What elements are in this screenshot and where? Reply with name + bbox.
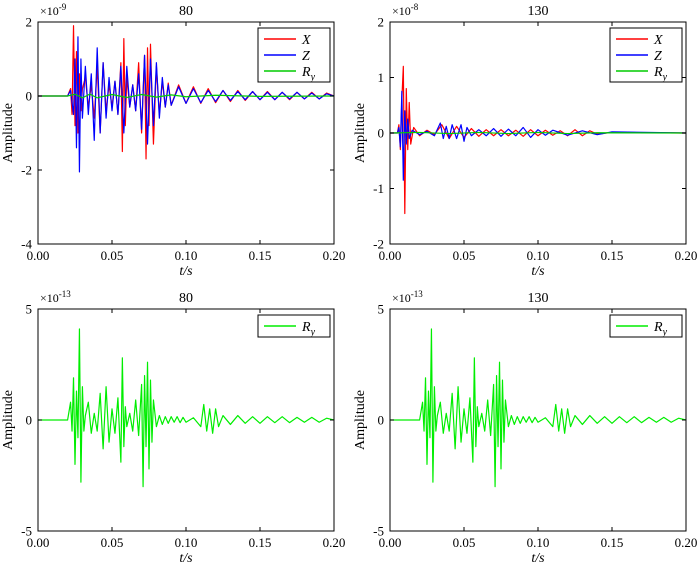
legend-label: X [301, 33, 311, 48]
legend-label: Ry [653, 320, 668, 338]
y-tick-label: -1 [373, 181, 384, 196]
y-tick-label: 0 [26, 413, 33, 428]
chart-title: 130 [528, 4, 549, 19]
legend-label-name: R [653, 65, 663, 80]
legend-label-name: X [653, 33, 663, 48]
y-tick-label: 0 [378, 126, 385, 141]
x-tick-label: 0.00 [27, 248, 50, 263]
x-tick-label: 0.15 [601, 535, 624, 550]
y-tick-label: 1 [378, 70, 385, 85]
chart-title: 80 [179, 4, 193, 19]
axis-exponent: ×10-13 [392, 289, 423, 305]
axis-exponent: ×10-9 [40, 2, 67, 18]
x-tick-label: 0.05 [101, 535, 124, 550]
legend-label-name: R [301, 65, 311, 80]
series-line-z [38, 36, 334, 173]
x-tick-label: 0.20 [323, 535, 346, 550]
axis-exponent: ×10-13 [40, 289, 71, 305]
x-tick-label: 0.00 [27, 535, 50, 550]
x-tick-label: 0.05 [453, 535, 476, 550]
chart-panel-2: 0.00 0.05 0.10 0.15 0.20 -5 0 5 t/s Amplitude 80 ×1… [1, 289, 345, 566]
legend-label-sub: y [310, 72, 316, 83]
y-tick-label: 0 [26, 89, 33, 104]
legend: Ry [609, 314, 683, 338]
axis-exponent-power: -13 [411, 289, 423, 299]
x-tick-label: 0.10 [527, 248, 550, 263]
x-axis-label: t/s [531, 264, 545, 279]
x-tick-label: 0.20 [675, 535, 698, 550]
x-tick-label: 0.15 [249, 535, 272, 550]
x-axis-label: t/s [179, 264, 193, 279]
axis-exponent-power: -9 [59, 2, 67, 12]
legend-label-name: Z [654, 49, 662, 64]
x-axis-label: t/s [179, 551, 193, 566]
x-tick-label: 0.10 [175, 535, 198, 550]
series-line-x [390, 65, 686, 215]
x-tick-label: 0.20 [323, 248, 346, 263]
series-line-ry [38, 328, 334, 488]
y-tick-label: -2 [373, 237, 384, 252]
y-axis-label: Amplitude [1, 103, 16, 163]
x-tick-label: 0.05 [101, 248, 124, 263]
legend-label: Z [654, 49, 662, 64]
axis-exponent-base: ×10 [392, 4, 411, 18]
y-axis-label: Amplitude [1, 390, 16, 450]
chart-title: 80 [179, 291, 193, 306]
legend-label-name: X [301, 33, 311, 48]
series-line-ry [38, 93, 334, 99]
chart-panel-1: 0.00 0.05 0.10 0.15 0.20 -2 -1 0 1 2 t/s Amplitude 1… [353, 2, 697, 279]
y-tick-label: -4 [21, 237, 32, 252]
x-tick-label: 0.00 [379, 248, 402, 263]
chart-panel-3: 0.00 0.05 0.10 0.15 0.20 -5 0 5 t/s Amplitude 130 ×… [353, 289, 697, 566]
x-tick-label: 0.20 [675, 248, 698, 263]
y-tick-label: 2 [378, 15, 385, 30]
x-tick-label: 0.10 [527, 535, 550, 550]
chart-panel-0: 0.00 0.05 0.10 0.15 0.20 -4 -2 0 2 t/s Amplitude 80… [1, 2, 345, 279]
legend-label-name: R [653, 320, 663, 335]
y-tick-label: 2 [26, 15, 33, 30]
axis-exponent-base: ×10 [392, 291, 411, 305]
y-tick-label: -5 [21, 524, 32, 539]
legend-label: X [653, 33, 663, 48]
x-tick-label: 0.15 [601, 248, 624, 263]
legend-label-sub: y [310, 327, 316, 338]
chart-title: 130 [528, 291, 549, 306]
axis-exponent-base: ×10 [40, 4, 59, 18]
x-tick-label: 0.15 [249, 248, 272, 263]
legend-label: Ry [653, 65, 668, 83]
y-tick-label: 5 [378, 302, 385, 317]
legend-label-name: R [301, 320, 311, 335]
axis-exponent-power: -8 [411, 2, 419, 12]
x-tick-label: 0.00 [379, 535, 402, 550]
y-tick-label: 0 [378, 413, 385, 428]
series-line-ry [390, 328, 686, 488]
legend-label-sub: y [662, 327, 668, 338]
y-tick-label: -2 [21, 163, 32, 178]
y-axis-label: Amplitude [353, 390, 368, 450]
legend-label: Ry [301, 65, 316, 83]
y-tick-label: 5 [26, 302, 33, 317]
x-tick-label: 0.10 [175, 248, 198, 263]
axis-exponent: ×10-8 [392, 2, 419, 18]
axis-exponent-base: ×10 [40, 291, 59, 305]
y-axis-label: Amplitude [353, 103, 368, 163]
axis-exponent-power: -13 [59, 289, 71, 299]
legend-label: Ry [301, 320, 316, 338]
y-tick-label: -5 [373, 524, 384, 539]
series-line-ry [390, 131, 686, 135]
legend-label-sub: y [662, 72, 668, 83]
legend: Ry [257, 314, 331, 338]
legend-label: Z [302, 49, 310, 64]
x-tick-label: 0.05 [453, 248, 476, 263]
legend-label-name: Z [302, 49, 310, 64]
x-axis-label: t/s [531, 551, 545, 566]
